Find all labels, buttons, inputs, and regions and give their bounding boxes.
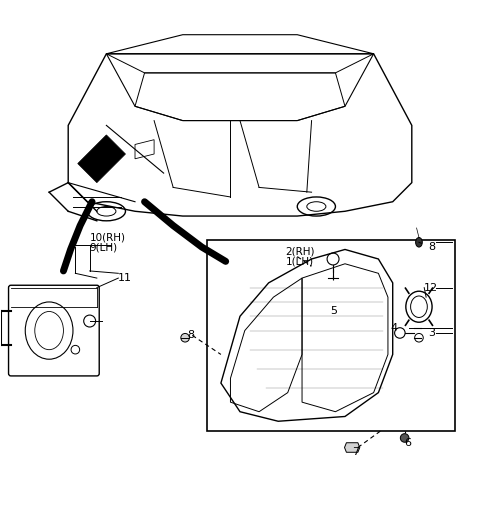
Text: 9(LH): 9(LH) [90,242,118,252]
Text: 11: 11 [118,273,132,283]
Text: 5: 5 [331,307,337,316]
Bar [206,240,455,431]
Ellipse shape [400,434,409,442]
Text: 4: 4 [390,323,397,333]
Text: 6: 6 [405,438,412,448]
Text: 2(RH): 2(RH) [285,247,315,257]
Text: 10(RH): 10(RH) [90,233,126,242]
Text: 12: 12 [424,283,438,293]
Text: 8: 8 [188,330,194,340]
Text: 3: 3 [429,328,435,338]
Ellipse shape [416,238,422,247]
Ellipse shape [181,334,190,342]
Polygon shape [345,443,360,452]
Text: 1(LH): 1(LH) [285,256,313,266]
Text: 7: 7 [352,447,359,457]
Polygon shape [78,135,125,183]
Text: 8: 8 [429,242,436,252]
